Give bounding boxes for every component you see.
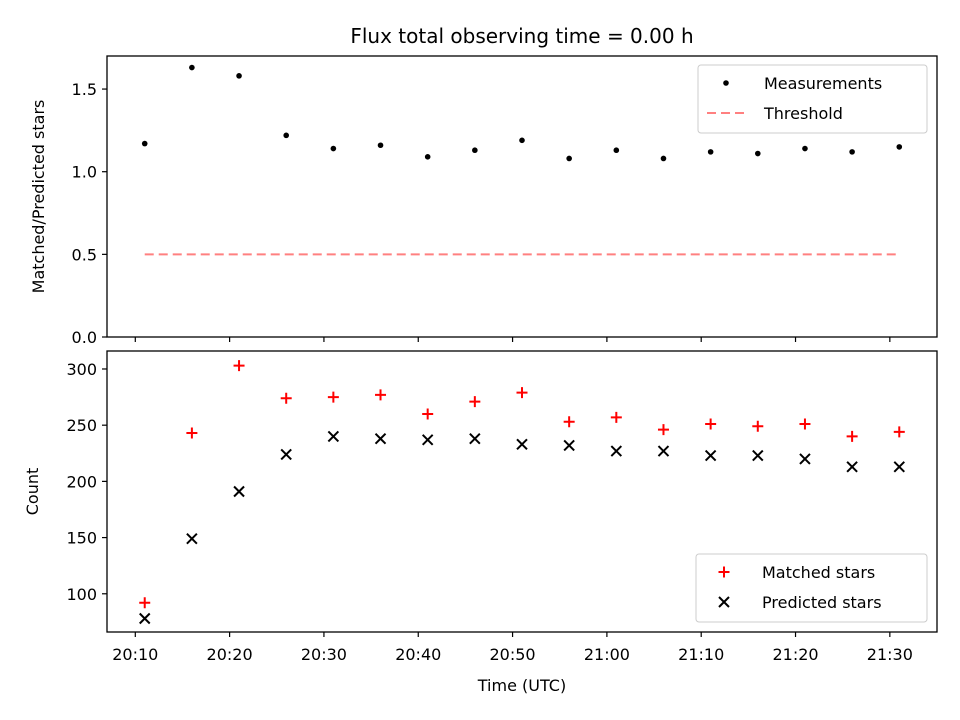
data-point bbox=[377, 142, 384, 149]
data-point bbox=[516, 438, 528, 450]
data-point bbox=[469, 432, 481, 445]
top-y-ticks: 0.0 0.5 1.0 1.5 bbox=[72, 80, 107, 347]
data-point bbox=[846, 430, 858, 442]
bottom-plot-marks bbox=[139, 360, 905, 625]
legend-swatch bbox=[723, 80, 729, 86]
data-point bbox=[707, 149, 714, 155]
y-tick-label: 1.5 bbox=[72, 80, 97, 99]
data-point bbox=[139, 612, 151, 625]
bottom-legend-entries: Matched stars Predicted stars bbox=[718, 563, 882, 612]
bottom-x-ticks: 20:10 20:20 20:30 20:40 20:50 21:00 21:10 21:20… bbox=[112, 632, 913, 664]
data-point bbox=[472, 147, 478, 154]
top-plot-marks bbox=[141, 64, 903, 256]
data-point bbox=[422, 408, 434, 420]
data-point bbox=[283, 132, 290, 139]
data-point bbox=[563, 439, 575, 452]
data-point bbox=[893, 426, 905, 438]
y-tick-label: 250 bbox=[66, 416, 97, 435]
x-tick-label: 20:10 bbox=[112, 645, 158, 664]
data-point bbox=[421, 434, 434, 446]
x-tick-label: 20:20 bbox=[207, 645, 253, 664]
data-point bbox=[327, 391, 339, 403]
top-legend: Measurements Threshold bbox=[697, 64, 928, 134]
legend-swatch bbox=[718, 596, 730, 608]
data-point bbox=[374, 432, 387, 445]
data-point bbox=[280, 448, 292, 461]
data-point bbox=[330, 145, 337, 152]
data-point bbox=[233, 360, 245, 372]
y-tick-label: 100 bbox=[66, 585, 97, 604]
data-point bbox=[799, 418, 811, 430]
data-point bbox=[563, 416, 575, 428]
data-point bbox=[613, 147, 620, 154]
data-point bbox=[327, 430, 340, 443]
data-point bbox=[186, 533, 198, 545]
x-tick-label: 20:40 bbox=[395, 645, 441, 664]
y-tick-label: 200 bbox=[66, 472, 97, 491]
data-point bbox=[141, 140, 148, 147]
data-point bbox=[236, 73, 242, 79]
data-point bbox=[893, 461, 905, 473]
top-panel: 0.0 0.5 1.0 1.5 Matched/Predicted stars Mea… bbox=[29, 55, 938, 347]
x-tick-label: 21:00 bbox=[584, 645, 630, 664]
bottom-legend: Matched stars Predicted stars bbox=[695, 553, 928, 623]
data-point bbox=[516, 387, 528, 399]
data-point bbox=[896, 144, 903, 150]
y-tick-label: 1.0 bbox=[72, 163, 97, 182]
data-point bbox=[704, 449, 717, 462]
data-point bbox=[566, 155, 572, 162]
chart-title: Flux total observing time = 0.00 h bbox=[350, 24, 693, 48]
x-axis-label: Time (UTC) bbox=[477, 676, 566, 695]
data-point bbox=[189, 64, 195, 71]
x-tick-label: 21:20 bbox=[772, 645, 818, 664]
x-tick-label: 21:10 bbox=[678, 645, 724, 664]
data-point bbox=[846, 461, 858, 473]
x-tick-label: 20:30 bbox=[301, 645, 347, 664]
top-legend-box bbox=[697, 64, 928, 134]
data-point bbox=[233, 485, 245, 498]
data-point bbox=[657, 424, 669, 436]
bottom-y-axis-label: Count bbox=[23, 468, 42, 516]
bottom-y-ticks: 100 150 200 250 300 bbox=[66, 360, 107, 604]
data-point bbox=[849, 149, 855, 155]
data-point bbox=[610, 411, 622, 423]
legend-label: Threshold bbox=[763, 104, 843, 123]
data-point bbox=[802, 145, 808, 152]
top-axes-frame bbox=[106, 55, 938, 338]
y-tick-label: 150 bbox=[66, 529, 97, 548]
y-tick-label: 0.0 bbox=[72, 328, 97, 347]
data-point bbox=[519, 137, 525, 144]
data-point bbox=[375, 389, 387, 401]
top-legend-entries: Measurements Threshold bbox=[707, 74, 882, 123]
data-point bbox=[705, 418, 717, 430]
data-point bbox=[186, 427, 198, 439]
data-point bbox=[660, 155, 667, 162]
data-point bbox=[139, 597, 151, 609]
x-tick-label: 21:30 bbox=[867, 645, 913, 664]
data-point bbox=[752, 449, 764, 462]
data-point bbox=[469, 396, 481, 408]
legend-label: Predicted stars bbox=[762, 593, 882, 612]
data-point bbox=[424, 154, 431, 160]
data-point bbox=[610, 445, 623, 457]
top-y-axis-label: Matched/Predicted stars bbox=[29, 100, 48, 294]
top-x-ticks bbox=[134, 337, 891, 342]
y-tick-label: 300 bbox=[66, 360, 97, 379]
bottom-panel: 100 150 200 250 300 20:10 20:20 20:30 20:40 20:5… bbox=[23, 350, 938, 695]
data-point bbox=[752, 420, 764, 432]
y-tick-label: 0.5 bbox=[72, 245, 97, 264]
bottom-legend-box bbox=[695, 553, 928, 623]
data-point bbox=[754, 150, 761, 157]
legend-swatch bbox=[718, 566, 730, 578]
bottom-axes-frame bbox=[106, 350, 938, 633]
data-point bbox=[657, 445, 670, 457]
data-point bbox=[799, 453, 811, 465]
x-tick-label: 20:50 bbox=[490, 645, 536, 664]
legend-label: Measurements bbox=[764, 74, 882, 93]
data-point bbox=[280, 392, 292, 404]
legend-label: Matched stars bbox=[762, 563, 875, 582]
